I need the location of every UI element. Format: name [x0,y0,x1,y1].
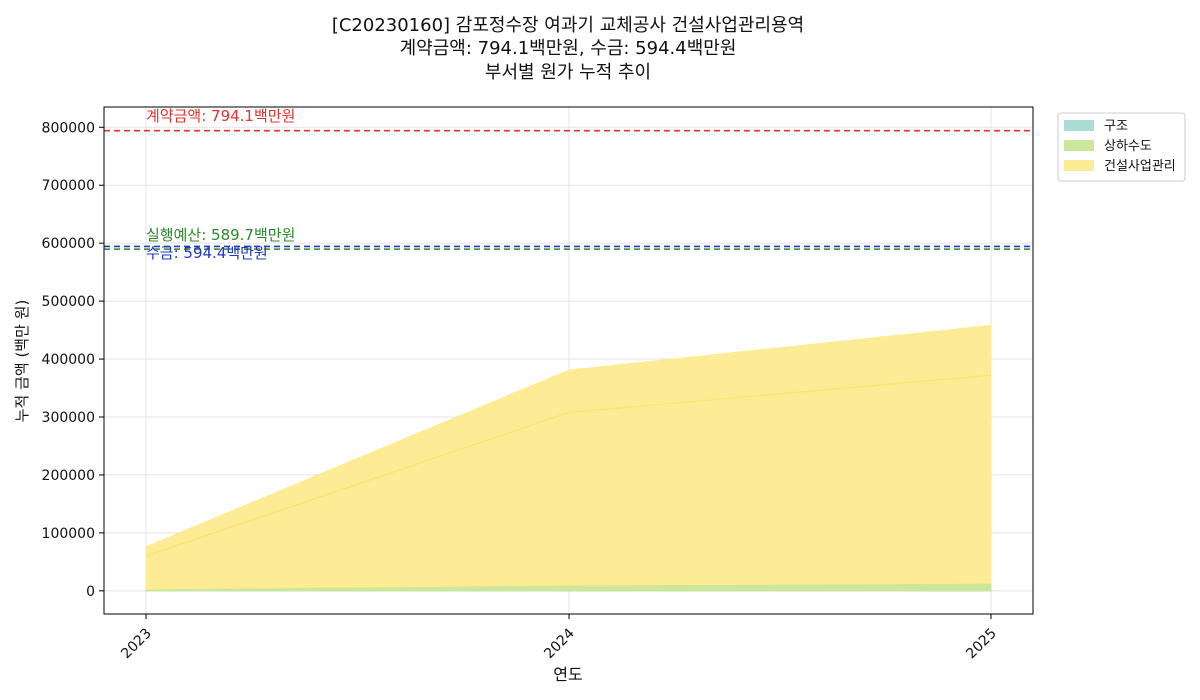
area-inner-line [145,374,992,557]
y-tick-label: 600000 [42,236,95,252]
y-tick-label: 0 [86,584,95,600]
reference-label-1: 실행예산: 589.7백만원 [146,226,295,244]
y-axis-label: 누적 금액 (백만 원) [13,300,31,423]
legend-swatch-2 [1064,160,1094,171]
y-tick-label: 300000 [42,410,95,426]
legend-label-0: 구조 [1104,119,1128,134]
x-tick-label: 2025 [963,626,1000,663]
area-2 [145,324,992,590]
legend-label-1: 상하수도 [1104,139,1152,154]
y-tick-label: 700000 [42,178,95,194]
y-tick-label: 400000 [42,352,95,368]
chart-title-line-2: 계약금액: 794.1백만원, 수금: 594.4백만원 [400,38,737,59]
chart-title-line-3: 부서별 원가 누적 추이 [485,62,651,83]
y-tick-label: 500000 [42,294,95,310]
chart-title-line-1: [C20230160] 감포정수장 여과기 교체공사 건설사업관리용역 [332,15,804,36]
y-axis-ticks: 0 100000 200000 300000 400000 500000 600000 700… [42,120,104,600]
y-tick-label: 800000 [42,120,95,136]
legend-swatch-0 [1064,120,1094,131]
x-axis-label: 연도 [553,665,582,684]
y-tick-label: 200000 [42,468,95,484]
chart-title: [C20230160] 감포정수장 여과기 교체공사 건설사업관리용역 계약금액… [332,15,804,83]
area-series [145,324,992,592]
x-axis-ticks: 2023 2024 2025 [118,614,1000,662]
y-tick-label: 100000 [42,526,95,542]
x-tick-label: 2023 [118,626,155,663]
reference-label-0: 계약금액: 794.1백만원 [146,107,295,125]
legend-swatch-1 [1064,140,1094,151]
reference-label-2: 수금: 594.4백만원 [146,244,268,262]
legend-label-2: 건설사업관리 [1104,159,1176,174]
x-tick-label: 2024 [541,625,578,662]
